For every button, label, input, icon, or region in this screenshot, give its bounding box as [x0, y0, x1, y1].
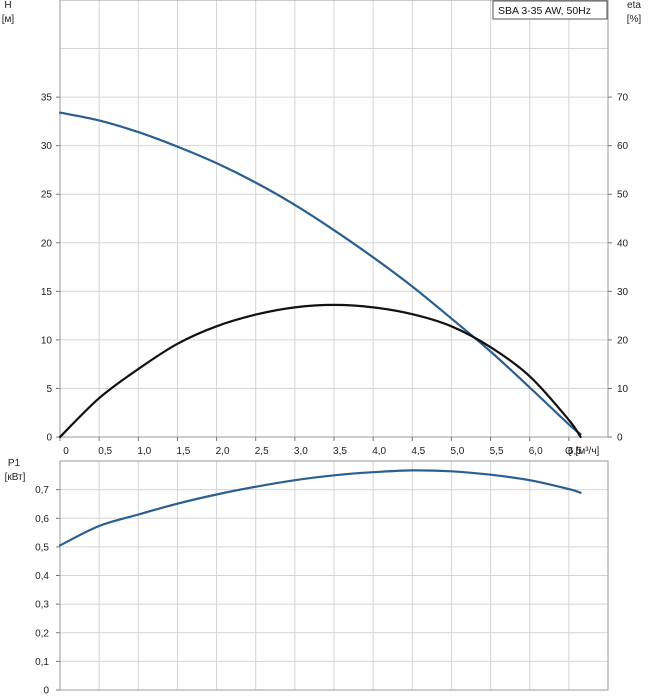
efficiency-tick-label: 30	[617, 287, 629, 298]
power-tick-label: 0,1	[35, 657, 49, 668]
efficiency-axis-unit: [%]	[627, 14, 642, 25]
top-grid	[60, 0, 608, 437]
flow-tick-label: 0,5	[98, 446, 112, 457]
flow-tick-label: 1,0	[137, 446, 151, 457]
head-tick-label: 5	[46, 384, 52, 395]
head-tick-label: 20	[41, 238, 53, 249]
efficiency-axis-ticks: 0 10 20 30 40 50 60 70	[608, 93, 629, 444]
power-tick-label: 0	[43, 686, 49, 697]
head-tick-label: 35	[41, 93, 53, 104]
head-axis-unit: [м]	[2, 14, 15, 25]
head-axis-label: H	[4, 0, 11, 11]
power-tick-label: 0,7	[35, 485, 49, 496]
flow-tick-label: 6,0	[529, 446, 543, 457]
head-curve	[58, 111, 582, 436]
head-efficiency-chart: 0 5 10 15 20 25 30 35 0 10 20 30 40 50 60 70 0 0,5 1,0 1,…	[2, 0, 642, 457]
efficiency-tick-label: 70	[617, 93, 629, 104]
efficiency-tick-label: 0	[617, 433, 623, 444]
bottom-series	[58, 469, 582, 547]
flow-tick-label: 4,5	[411, 446, 425, 457]
power-axis-unit: [кВт]	[5, 472, 26, 483]
flow-tick-label: 3,5	[333, 446, 347, 457]
power-chart: 0 0,1 0,2 0,3 0,4 0,5 0,6 0,7 P1 [кВт]	[5, 458, 609, 697]
flow-tick-label: 6,5	[568, 446, 582, 457]
efficiency-tick-label: 10	[617, 384, 629, 395]
flow-tick-label: 3,0	[294, 446, 308, 457]
flow-tick-label: 2,0	[216, 446, 230, 457]
head-tick-label: 15	[41, 287, 53, 298]
head-tick-label: 10	[41, 335, 53, 346]
efficiency-tick-label: 60	[617, 141, 629, 152]
flow-axis-ticks: 0 0,5 1,0 1,5 2,0 2,5 3,0 3,5 4,0 4,5 5,0 5,5 6,0 6,5	[59, 437, 582, 457]
flow-axis-unit: Q [м³/ч]	[565, 446, 600, 457]
power-curve	[58, 469, 582, 547]
power-tick-label: 0,6	[35, 514, 49, 525]
top-series	[58, 111, 582, 439]
flow-tick-label: 5,5	[490, 446, 504, 457]
flow-tick-label: 5,0	[450, 446, 464, 457]
flow-tick-label: 1,5	[176, 446, 190, 457]
head-tick-label: 30	[41, 141, 53, 152]
power-tick-label: 0,4	[35, 571, 49, 582]
bottom-grid	[60, 460, 608, 690]
efficiency-tick-label: 50	[617, 190, 629, 201]
legend: SBA 3-35 AW, 50Hz	[492, 0, 608, 20]
power-tick-label: 0,3	[35, 600, 49, 611]
efficiency-curve	[58, 303, 582, 439]
head-tick-label: 0	[46, 433, 52, 444]
flow-tick-label: 2,5	[255, 446, 269, 457]
legend-label: SBA 3-35 AW, 50Hz	[498, 5, 591, 17]
efficiency-tick-label: 20	[617, 335, 629, 346]
head-tick-label: 25	[41, 190, 53, 201]
power-tick-label: 0,2	[35, 628, 49, 639]
legend-box	[492, 0, 608, 20]
power-axis-ticks: 0 0,1 0,2 0,3 0,4 0,5 0,6 0,7	[35, 485, 60, 697]
power-axis-label: P1	[8, 458, 21, 469]
efficiency-axis-label: eta	[627, 0, 641, 11]
head-axis-ticks: 0 5 10 15 20 25 30 35	[41, 93, 60, 444]
power-tick-label: 0,5	[35, 542, 49, 553]
flow-tick-label: 0	[63, 446, 69, 457]
flow-tick-label: 4,0	[372, 446, 386, 457]
efficiency-tick-label: 40	[617, 238, 629, 249]
